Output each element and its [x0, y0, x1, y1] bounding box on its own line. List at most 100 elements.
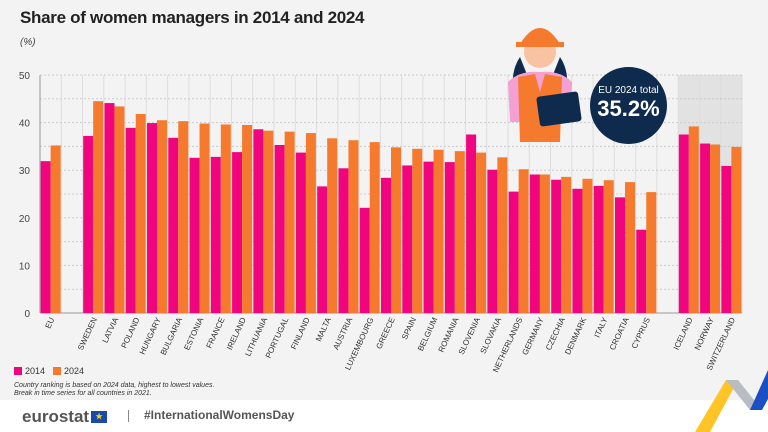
legend-item-2024: 2024: [53, 366, 84, 376]
bar-2024-greece: [391, 147, 401, 313]
bar-2014-greece: [381, 177, 391, 313]
bar-2024-luxembourg: [369, 142, 380, 313]
bar-2024-sweden: [93, 101, 104, 314]
bar-2024-eu: [50, 145, 61, 313]
bar-2014-hungary: [147, 123, 157, 314]
bar-2014-romania: [444, 162, 455, 313]
bar-2024-finland: [305, 133, 316, 313]
y-tick-label: 40: [19, 119, 31, 130]
y-tick-label: 10: [19, 261, 31, 272]
x-tick-label: NORWAY: [693, 315, 716, 351]
bar-2024-norway: [710, 144, 721, 313]
bar-2024-romania: [454, 151, 465, 313]
bar-2014-finland: [295, 152, 306, 313]
bar-2024-hungary: [157, 120, 167, 313]
logo-text: eurostat: [22, 407, 90, 426]
bar-2024-denmark: [582, 178, 593, 313]
bar-2024-france: [220, 124, 231, 313]
x-tick-label: SWEDEN: [76, 316, 99, 352]
x-tick-label: POLAND: [119, 316, 141, 350]
x-tick-label: CROATIA: [608, 315, 631, 351]
woman-manager-illustration: [508, 28, 582, 142]
x-tick-label: SLOVAKIA: [479, 315, 504, 355]
unit-label: (%): [20, 37, 36, 48]
note-break: Break in time series for all countries i…: [14, 390, 152, 397]
badge-label: EU 2024 total: [598, 85, 659, 96]
x-tick-label: CYPRUS: [630, 316, 652, 350]
legend: 2014 2024: [14, 366, 84, 376]
bar-2014-portugal: [274, 144, 285, 313]
bar-2024-cyprus: [646, 192, 657, 313]
bar-2024-italy: [603, 180, 614, 313]
bar-2024-slovenia: [476, 152, 487, 313]
x-tick-label: GERMANY: [520, 315, 546, 356]
bar-2024-ireland: [242, 124, 253, 313]
y-tick-label: 20: [19, 214, 31, 225]
note-ranking: Country ranking is based on 2024 data, h…: [14, 382, 215, 389]
bar-2014-slovakia: [487, 169, 498, 313]
bar-2014-czechia: [551, 179, 562, 313]
x-tick-label: GREECE: [374, 316, 396, 350]
bar-2014-austria: [338, 168, 349, 313]
x-tick-label: DENMARK: [563, 315, 588, 356]
decorative-ribbon: [695, 370, 768, 432]
bar-2024-portugal: [284, 131, 295, 313]
eurostat-logo: eurostat ★: [22, 407, 108, 427]
x-tick-label: AUSTRIA: [331, 315, 354, 351]
bar-2014-malta: [317, 186, 328, 313]
bar-2014-france: [210, 156, 221, 313]
bar-2024-spain: [412, 148, 423, 313]
bar-2024-iceland: [688, 126, 699, 314]
eu-flag-icon: ★: [91, 411, 108, 423]
bar-2024-malta: [327, 138, 338, 313]
bar-2014-italy: [593, 185, 604, 313]
x-tick-label: BULGARIA: [159, 315, 185, 356]
y-tick-label: 0: [24, 309, 30, 320]
bar-2024-estonia: [199, 123, 210, 313]
bar-2024-austria: [348, 140, 359, 313]
x-tick-label: SPAIN: [400, 316, 418, 341]
x-tick-label: MALTA: [314, 315, 333, 343]
x-tick-label: IRELAND: [225, 316, 248, 351]
bar-2024-germany: [539, 174, 550, 313]
bar-2014-belgium: [423, 161, 434, 313]
bar-2014-bulgaria: [168, 137, 179, 313]
bar-2024-switzerland: [731, 146, 742, 313]
bar-2014-croatia: [615, 197, 625, 313]
bar-2014-latvia: [104, 103, 115, 313]
bar-2014-spain: [402, 165, 413, 313]
x-tick-label: BELGIUM: [416, 316, 440, 353]
x-tick-label: ESTONIA: [182, 315, 205, 351]
bar-2014-switzerland: [721, 165, 732, 313]
bar-2024-bulgaria: [178, 121, 189, 313]
x-tick-label: EU: [44, 316, 57, 330]
x-tick-label: ICELAND: [672, 316, 695, 351]
x-tick-label: FRANCE: [205, 316, 227, 350]
bar-2024-czechia: [561, 176, 572, 313]
bar-2014-estonia: [189, 157, 200, 313]
bar-2014-cyprus: [636, 229, 647, 313]
bar-2014-ireland: [232, 152, 243, 313]
y-tick-label: 50: [19, 71, 31, 82]
x-tick-label: CZECHIA: [544, 315, 567, 351]
y-tick-label: 30: [19, 166, 31, 177]
badge-value: 35.2%: [597, 96, 660, 121]
bar-2014-denmark: [572, 188, 583, 313]
bar-2014-eu: [40, 161, 51, 313]
bar-2014-luxembourg: [359, 207, 370, 313]
legend-label: 2014: [25, 366, 46, 376]
bar-2014-germany: [529, 174, 540, 313]
bar-2024-slovakia: [497, 157, 508, 313]
bar-2024-netherlands: [518, 169, 529, 313]
bar-2014-lithuania: [253, 129, 264, 313]
footnotes: Country ranking is based on 2024 data, h…: [14, 382, 214, 398]
bar-2014-poland: [125, 127, 136, 313]
x-tick-label: FINLAND: [289, 316, 312, 351]
chart-title: Share of women managers in 2014 and 2024: [20, 8, 365, 27]
bar-2014-norway: [700, 143, 711, 313]
legend-item-2014: 2014: [14, 366, 45, 376]
bar-2024-latvia: [114, 106, 125, 313]
bar-2014-netherlands: [508, 191, 519, 313]
hashtag: #InternationalWomensDay: [144, 408, 295, 422]
